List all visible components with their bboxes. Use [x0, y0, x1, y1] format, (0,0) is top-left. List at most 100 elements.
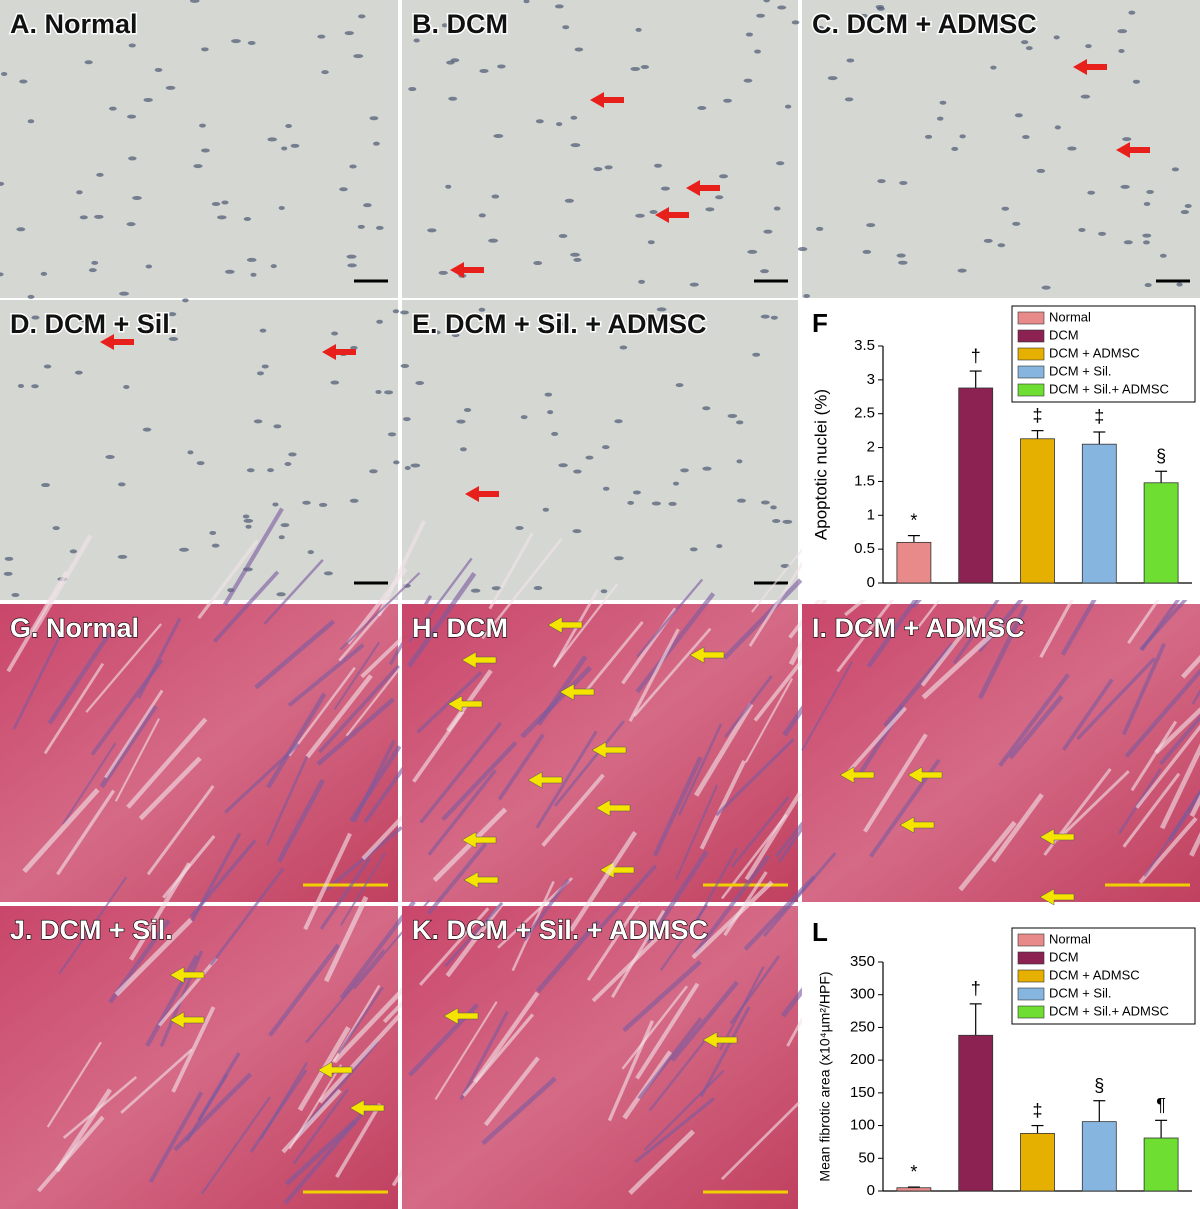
nucleus [261, 364, 269, 369]
arrow [1073, 59, 1107, 75]
nucleus [689, 547, 698, 552]
nucleus [561, 321, 569, 326]
fiber [843, 706, 908, 778]
nucleus [400, 363, 410, 368]
fiber [444, 901, 504, 968]
nucleus [250, 272, 257, 277]
nucleus [630, 66, 641, 71]
fiber [481, 1076, 557, 1146]
nucleus [556, 122, 563, 127]
fiber [376, 520, 426, 617]
fiber [536, 919, 601, 993]
fiber [157, 957, 218, 1027]
fiber [445, 902, 504, 978]
nucleus [479, 68, 489, 73]
fiber [222, 507, 284, 607]
nucleus [79, 215, 88, 220]
fiber [958, 820, 1017, 892]
panel-label: A. Normal [10, 9, 138, 39]
nucleus [123, 384, 130, 389]
y-tick-label: 200 [850, 1051, 875, 1068]
legend-label: DCM + Sil. [1049, 363, 1111, 378]
nucleus [331, 331, 339, 336]
fiber [416, 671, 483, 734]
arrow [547, 616, 583, 634]
fiber [197, 539, 259, 620]
significance-mark: ¶ [1156, 1095, 1166, 1115]
nucleus [145, 264, 153, 269]
nucleus [376, 319, 383, 324]
nucleus [672, 481, 680, 486]
nucleus [119, 291, 130, 296]
fiber [744, 792, 802, 881]
nucleus [1144, 283, 1152, 288]
fiber [1122, 772, 1181, 848]
nucleus [574, 47, 584, 52]
nucleus [478, 307, 486, 312]
nucleus [375, 389, 382, 394]
nucleus [445, 184, 452, 189]
arrow [559, 683, 595, 701]
nucleus [358, 14, 366, 19]
fiber [866, 597, 919, 668]
nucleus [393, 460, 400, 465]
nucleus [357, 224, 365, 229]
nucleus [815, 25, 824, 30]
significance-mark: ‡ [1032, 1100, 1042, 1120]
fiber [99, 704, 158, 789]
fiber [628, 1129, 695, 1195]
fiber [407, 572, 477, 668]
nucleus [463, 407, 472, 412]
nucleus [562, 25, 570, 30]
nucleus [535, 119, 544, 124]
fiber [723, 871, 768, 937]
fiber [200, 1096, 271, 1195]
nucleus [1128, 10, 1136, 15]
fiber [335, 1102, 382, 1178]
nucleus [40, 271, 48, 276]
arrow [655, 207, 689, 223]
nucleus [94, 214, 104, 219]
nucleus [770, 505, 777, 510]
fiber [268, 943, 340, 1037]
fiber [287, 643, 365, 707]
fiber [633, 627, 712, 717]
fiber [197, 1052, 241, 1122]
fiber [724, 675, 773, 738]
nucleus [132, 195, 142, 200]
nucleus [278, 535, 285, 540]
nucleus [951, 146, 959, 151]
fiber [535, 730, 598, 829]
nucleus [91, 260, 99, 265]
fiber [254, 619, 336, 690]
micrograph [402, 300, 798, 600]
arrow [1039, 888, 1075, 906]
nucleus [936, 116, 944, 121]
nucleus [448, 96, 458, 101]
fiber [419, 721, 503, 824]
nucleus [259, 328, 267, 333]
fiber [693, 702, 754, 797]
nucleus [281, 146, 288, 151]
nucleus [211, 543, 220, 548]
nucleus [593, 167, 603, 172]
nucleus [0, 272, 4, 277]
fiber [472, 991, 540, 1084]
significance-mark: * [910, 1162, 917, 1182]
nucleus [544, 392, 553, 397]
nucleus [330, 380, 340, 385]
nucleus [369, 116, 379, 121]
fiber [419, 907, 490, 986]
fiber [883, 642, 955, 728]
nucleus [31, 384, 39, 389]
y-tick-label: 0 [867, 574, 875, 591]
fiber [126, 717, 208, 809]
fiber [61, 742, 117, 825]
nucleus [31, 315, 40, 320]
nucleus [349, 498, 359, 503]
nucleus [573, 469, 582, 474]
nucleus [899, 180, 908, 185]
y-tick-label: 2.5 [854, 405, 875, 422]
fiber [114, 918, 193, 997]
fiber [263, 559, 324, 625]
